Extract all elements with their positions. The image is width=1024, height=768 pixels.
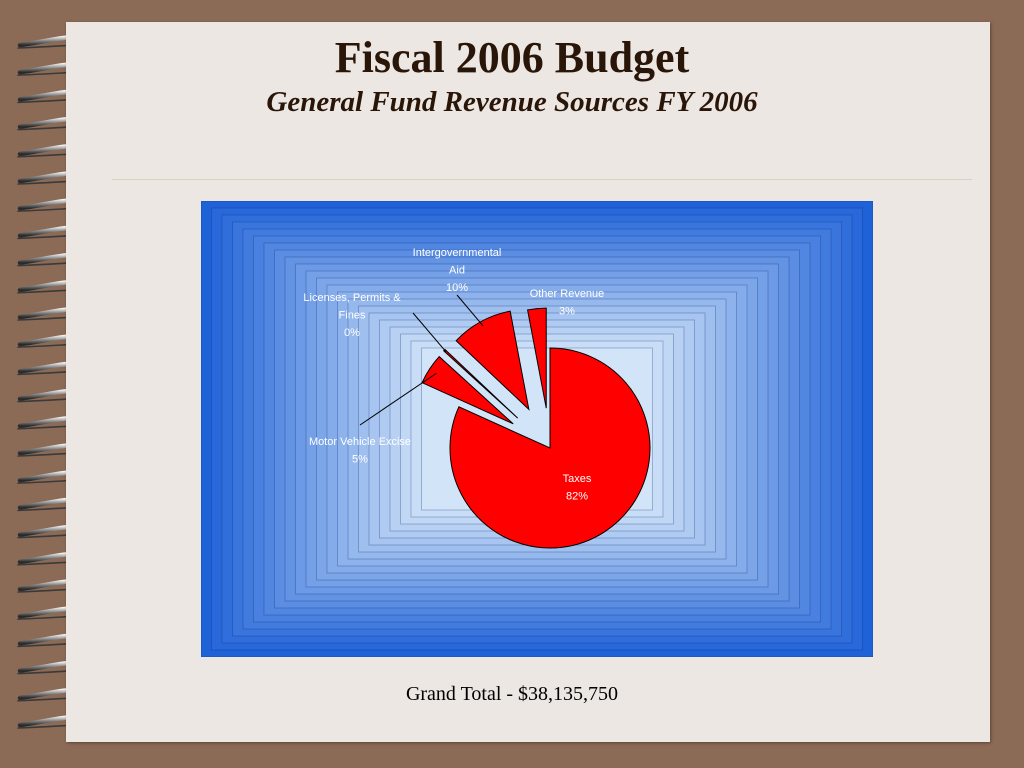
slice-label: Taxes 82% (563, 473, 592, 503)
chart-area: Taxes 82% Motor Vehicle Excise 5% Licenses, … (201, 201, 873, 657)
leader-line (412, 312, 447, 352)
pie-slice (449, 347, 651, 549)
title-divider (112, 179, 972, 180)
slice-label: Other Revenue 3% (530, 288, 605, 318)
slice-label: Motor Vehicle Excise 5% (309, 436, 411, 466)
leader-line (359, 372, 437, 426)
slice-label: Licenses, Permits & Fines 0% (303, 292, 401, 339)
grand-total: Grand Total - $38,135,750 (405, 683, 619, 705)
slide-title: Fiscal 2006 Budget (334, 33, 690, 82)
slide-subtitle: General Fund Revenue Sources FY 2006 (266, 86, 758, 118)
leader-line (456, 294, 484, 327)
chart-background (201, 201, 873, 657)
pie-slices (421, 307, 651, 549)
pie-slice (455, 310, 530, 411)
slice-label: Intergovernmental Aid 10% (413, 247, 502, 294)
pie-chart: Taxes 82% Motor Vehicle Excise 5% Licenses, … (201, 201, 873, 657)
slice-labels: Taxes 82% Motor Vehicle Excise 5% Licenses, … (303, 247, 604, 503)
pie-slice (526, 307, 547, 409)
